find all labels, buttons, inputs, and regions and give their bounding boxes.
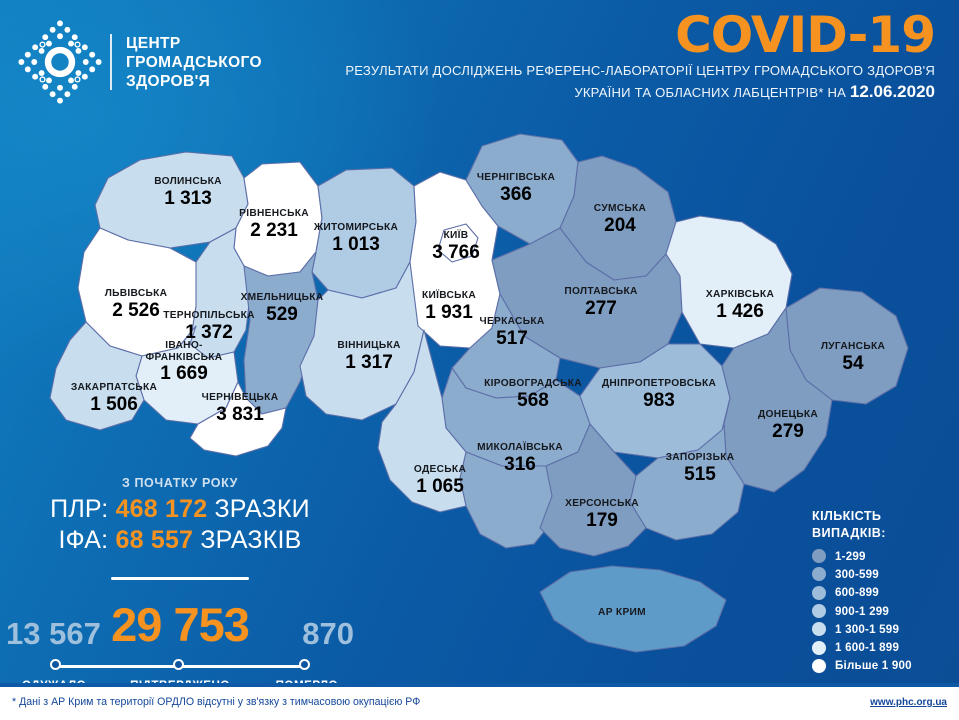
legend-item-label: 600-899 (835, 586, 879, 600)
pcr-tests-row: ПЛР: 468 172 ЗРАЗКИ (0, 494, 360, 525)
legend-swatch-icon (812, 585, 826, 600)
region-khersonska[interactable] (539, 423, 647, 557)
axis-dot-recovered (50, 659, 61, 670)
legend-title-line-1: КІЛЬКІСТЬ (812, 509, 882, 523)
legend-item[interactable]: 1 300-1 599 (812, 620, 912, 638)
headline-numbers: 13 567 29 753 870 (0, 590, 360, 652)
org-name-line-1: ЦЕНТР (126, 34, 181, 52)
region-ar-krym[interactable] (539, 565, 727, 653)
organization-name: ЦЕНТР ГРОМАДСЬКОГО ЗДОРОВ'Я (126, 34, 262, 91)
stats-axis (0, 657, 360, 675)
region-odeska[interactable] (377, 329, 467, 513)
subtitle-line-1: РЕЗУЛЬТАТИ ДОСЛІДЖЕНЬ РЕФЕРЕНС-ЛАБОРАТОР… (345, 63, 935, 78)
subtitle-line-2-prefix: УКРАЇНИ ТА ОБЛАСНИХ ЛАБЦЕНТРІВ* НА (574, 85, 850, 100)
pcr-label: ПЛР: (50, 495, 109, 523)
legend-swatch-icon (812, 567, 826, 582)
page-title: COVID-19 (675, 6, 936, 64)
footnote-text: * Дані з АР Крим та території ОРДЛО відс… (12, 696, 421, 708)
org-name-line-3: ЗДОРОВ'Я (126, 72, 211, 90)
legend-swatch-icon (812, 622, 826, 637)
region-zakarpatska[interactable] (49, 321, 145, 431)
region-kyiv-city[interactable] (437, 223, 479, 263)
legend-item[interactable]: 1 600-1 899 (812, 638, 912, 656)
website-link[interactable]: www.phc.org.ua (870, 697, 947, 708)
since-label: З ПОЧАТКУ РОКУ (121, 476, 239, 490)
map-legend: КІЛЬКІСТЬ ВИПАДКІВ: 1-299 300-599 600-89… (812, 508, 912, 675)
legend-item[interactable]: 1-299 (812, 547, 912, 565)
died-count: 870 (302, 616, 354, 651)
ifa-tests-row: ІФА: 68 557 ЗРАЗКІВ (0, 525, 360, 556)
axis-dot-confirmed (173, 659, 184, 670)
ifa-value: 68 557 (115, 526, 194, 554)
legend-item-label: Більше 1 900 (835, 659, 912, 673)
legend-swatch-icon (812, 640, 826, 655)
legend-swatch-icon (812, 549, 826, 564)
region-mykolaivska[interactable] (459, 451, 557, 549)
stats-divider (111, 577, 249, 580)
confirmed-count: 29 753 (111, 598, 250, 651)
legend-item[interactable]: 300-599 (812, 565, 912, 583)
logo-divider (110, 34, 112, 90)
legend-item-label: 1-299 (835, 549, 866, 563)
recovered-count: 13 567 (6, 616, 101, 651)
footer-accent-rule (0, 683, 959, 687)
page-footer: * Дані з АР Крим та території ОРДЛО відс… (0, 687, 959, 720)
legend-item-label: 1 600-1 899 (835, 641, 900, 655)
page-header: ЦЕНТР ГРОМАДСЬКОГО ЗДОРОВ'Я COVID-19 РЕЗ… (0, 0, 959, 120)
cph-diamond-dots-logo-icon (18, 20, 102, 104)
legend-swatch-icon (812, 658, 826, 673)
legend-item[interactable]: 600-899 (812, 584, 912, 602)
organization-logo-block: ЦЕНТР ГРОМАДСЬКОГО ЗДОРОВ'Я (14, 16, 262, 108)
legend-item-label: 300-599 (835, 567, 879, 581)
region-chernivetska[interactable] (189, 381, 287, 457)
pcr-unit: ЗРАЗКИ (214, 495, 310, 523)
region-zhytomyrska[interactable] (311, 167, 417, 299)
region-rivnenska[interactable] (233, 161, 323, 277)
legend-item-label: 900-1 299 (835, 604, 890, 618)
pcr-value: 468 172 (115, 495, 208, 523)
legend-title: КІЛЬКІСТЬ ВИПАДКІВ: (812, 508, 912, 541)
page-subtitle: РЕЗУЛЬТАТИ ДОСЛІДЖЕНЬ РЕФЕРЕНС-ЛАБОРАТОР… (255, 60, 935, 103)
legend-title-line-2: ВИПАДКІВ: (812, 525, 886, 540)
legend-swatch-icon (812, 604, 826, 619)
summary-statistics: З ПОЧАТКУ РОКУ ПЛР: 468 172 ЗРАЗКИ ІФА: … (0, 476, 360, 697)
legend-item[interactable]: 900-1 299 (812, 602, 912, 620)
region-shapes (49, 133, 909, 653)
report-date: 12.06.2020 (849, 82, 935, 101)
legend-item[interactable]: Більше 1 900 (812, 657, 912, 675)
subtitle-line-2: УКРАЇНИ ТА ОБЛАСНИХ ЛАБЦЕНТРІВ* НА 12.06… (255, 81, 935, 103)
legend-item-label: 1 300-1 599 (835, 622, 900, 636)
axis-dot-died (299, 659, 310, 670)
ifa-unit: ЗРАЗКІВ (200, 526, 302, 554)
ifa-label: ІФА: (58, 526, 109, 554)
org-name-line-2: ГРОМАДСЬКОГО (126, 53, 262, 71)
